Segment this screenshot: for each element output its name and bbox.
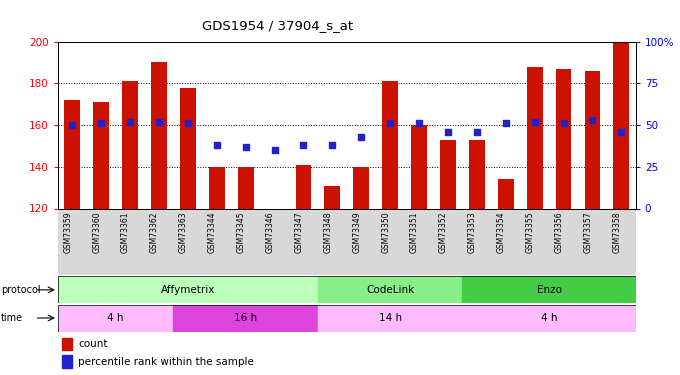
Text: GSM73358: GSM73358 bbox=[613, 211, 622, 253]
Text: GSM73352: GSM73352 bbox=[439, 211, 448, 253]
Bar bbox=[58, 276, 318, 303]
Text: GSM73360: GSM73360 bbox=[92, 211, 101, 253]
Point bbox=[67, 122, 78, 128]
Text: 4 h: 4 h bbox=[541, 313, 558, 323]
Bar bbox=[65, 100, 80, 208]
Bar bbox=[58, 304, 173, 332]
Bar bbox=[122, 81, 138, 209]
Point bbox=[96, 120, 107, 126]
Bar bbox=[462, 276, 636, 303]
Bar bbox=[238, 167, 254, 208]
Text: 14 h: 14 h bbox=[379, 313, 402, 323]
Text: GDS1954 / 37904_s_at: GDS1954 / 37904_s_at bbox=[202, 19, 353, 32]
Text: GSM73361: GSM73361 bbox=[121, 211, 130, 253]
Text: 16 h: 16 h bbox=[234, 313, 257, 323]
Text: GSM73344: GSM73344 bbox=[208, 211, 217, 253]
Bar bbox=[382, 81, 398, 209]
Text: GSM73356: GSM73356 bbox=[555, 211, 564, 253]
Text: percentile rank within the sample: percentile rank within the sample bbox=[78, 357, 254, 367]
Bar bbox=[462, 304, 636, 332]
Point bbox=[500, 120, 511, 126]
Bar bbox=[62, 356, 72, 368]
Text: GSM73351: GSM73351 bbox=[410, 211, 419, 253]
Text: GSM73347: GSM73347 bbox=[294, 211, 303, 253]
Point bbox=[587, 117, 598, 123]
Point bbox=[356, 134, 367, 140]
Bar bbox=[411, 125, 427, 209]
Text: GSM73349: GSM73349 bbox=[352, 211, 361, 253]
Point bbox=[529, 119, 540, 125]
Bar bbox=[556, 69, 571, 209]
Text: GSM73350: GSM73350 bbox=[381, 211, 390, 253]
Text: GSM73345: GSM73345 bbox=[237, 211, 245, 253]
Bar bbox=[469, 140, 485, 208]
Text: GSM73362: GSM73362 bbox=[150, 211, 159, 253]
Point bbox=[443, 129, 454, 135]
Text: Affymetrix: Affymetrix bbox=[160, 285, 215, 295]
Bar bbox=[318, 304, 462, 332]
Point bbox=[558, 120, 569, 126]
Bar bbox=[440, 140, 456, 208]
Bar bbox=[62, 338, 72, 350]
Text: 4 h: 4 h bbox=[107, 313, 124, 323]
Bar bbox=[613, 42, 629, 209]
Text: CodeLink: CodeLink bbox=[366, 285, 414, 295]
Point bbox=[413, 120, 424, 126]
Text: Enzo: Enzo bbox=[537, 285, 562, 295]
Text: GSM73354: GSM73354 bbox=[497, 211, 506, 253]
Text: GSM73355: GSM73355 bbox=[526, 211, 534, 253]
Point bbox=[124, 119, 135, 125]
Text: GSM73363: GSM73363 bbox=[179, 211, 188, 253]
Bar bbox=[180, 87, 196, 209]
Point bbox=[385, 120, 396, 126]
Text: GSM73357: GSM73357 bbox=[583, 211, 592, 253]
Bar bbox=[354, 167, 369, 208]
Bar bbox=[209, 167, 224, 208]
Text: GSM73359: GSM73359 bbox=[63, 211, 72, 253]
Point bbox=[616, 129, 627, 135]
Text: time: time bbox=[1, 313, 23, 323]
Bar bbox=[585, 71, 600, 209]
Point bbox=[182, 120, 193, 126]
Bar bbox=[498, 179, 513, 209]
Bar bbox=[324, 186, 340, 209]
Bar bbox=[93, 102, 109, 209]
Text: protocol: protocol bbox=[1, 285, 40, 295]
Bar bbox=[318, 276, 462, 303]
Bar bbox=[151, 63, 167, 208]
Point bbox=[154, 119, 165, 125]
Bar bbox=[527, 67, 543, 209]
Point bbox=[327, 142, 338, 148]
Text: GSM73346: GSM73346 bbox=[266, 211, 275, 253]
Point bbox=[211, 142, 222, 148]
Point bbox=[298, 142, 309, 148]
Point bbox=[269, 147, 280, 153]
Bar bbox=[296, 165, 311, 209]
Text: GSM73348: GSM73348 bbox=[324, 211, 333, 253]
Bar bbox=[173, 304, 318, 332]
Text: GSM73353: GSM73353 bbox=[468, 211, 477, 253]
Point bbox=[471, 129, 482, 135]
Text: count: count bbox=[78, 339, 107, 349]
Point bbox=[240, 144, 251, 150]
